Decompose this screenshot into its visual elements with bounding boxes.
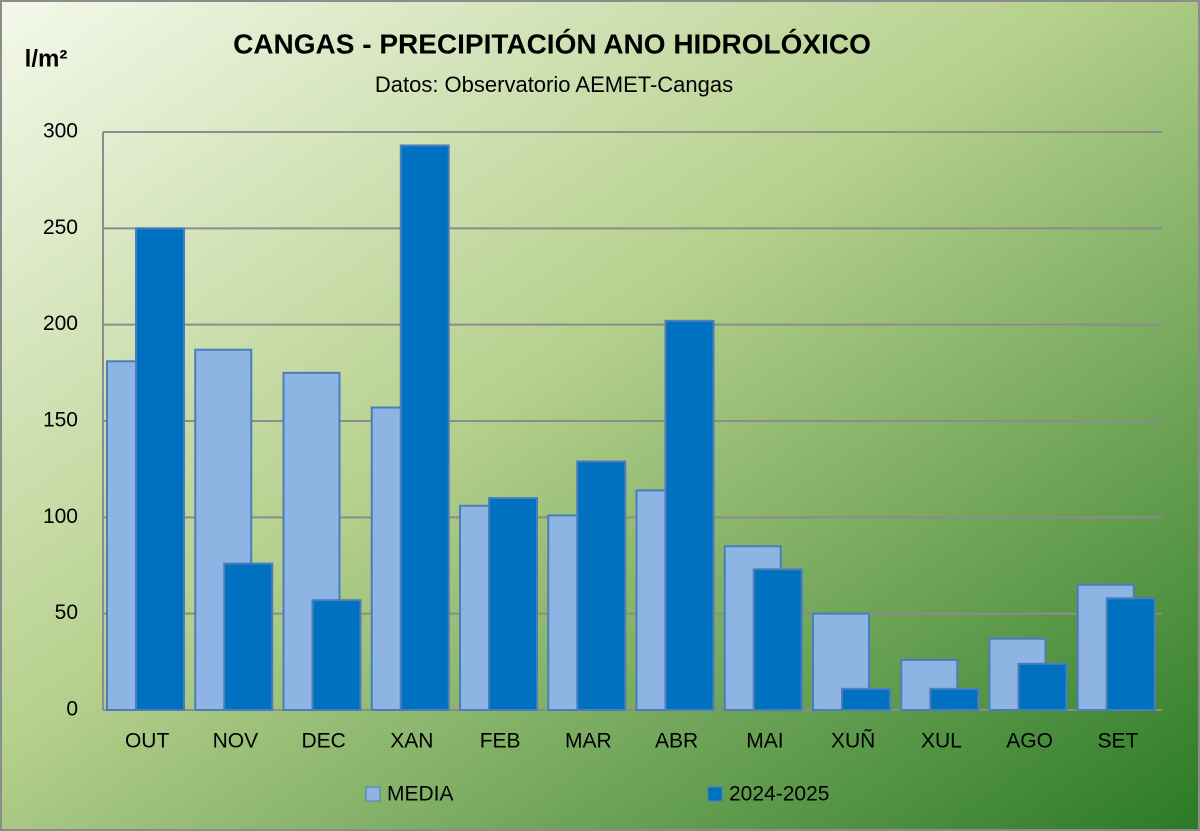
bar [399,144,450,711]
legend-swatch [707,786,723,802]
bar [488,497,538,712]
bar [929,687,980,711]
y-tick-label: 0 [66,698,78,721]
x-tick-label: XAN [390,730,433,753]
y-tick-label: 250 [43,216,78,239]
legend-label: 2024-2025 [729,783,829,806]
bar [664,319,715,711]
bar [1105,597,1156,712]
x-tick-label: FEB [480,730,521,753]
y-tick-label: 150 [43,409,78,432]
x-tick-label: MAR [565,730,612,753]
bar [135,227,185,711]
bar [223,562,274,711]
bar [576,460,627,711]
y-tick-label: 50 [55,601,78,624]
bar [752,568,803,711]
x-tick-label: MAI [746,730,783,753]
y-tick-label: 200 [43,312,78,335]
legend-label: MEDIA [387,783,454,806]
chart-title: CANGAS - PRECIPITACIÓN ANO HIDROLÓXICO [233,28,871,59]
x-tick-label: SET [1097,730,1138,753]
legend-swatch [365,786,381,802]
y-tick-label: 100 [43,505,78,528]
x-tick-label: DEC [301,730,345,753]
y-axis-label: l/m² [25,45,68,72]
bar [311,599,362,711]
x-tick-label: OUT [125,730,170,753]
x-tick-label: XUÑ [831,729,875,753]
bar [1017,662,1068,712]
y-tick-label: 300 [43,120,78,143]
chart-subtitle: Datos: Observatorio AEMET-Cangas [375,72,733,97]
x-tick-label: XUL [921,730,962,753]
x-tick-label: AGO [1006,730,1053,753]
x-tick-label: ABR [655,730,698,753]
x-tick-label: NOV [213,730,259,753]
bar [841,687,891,711]
